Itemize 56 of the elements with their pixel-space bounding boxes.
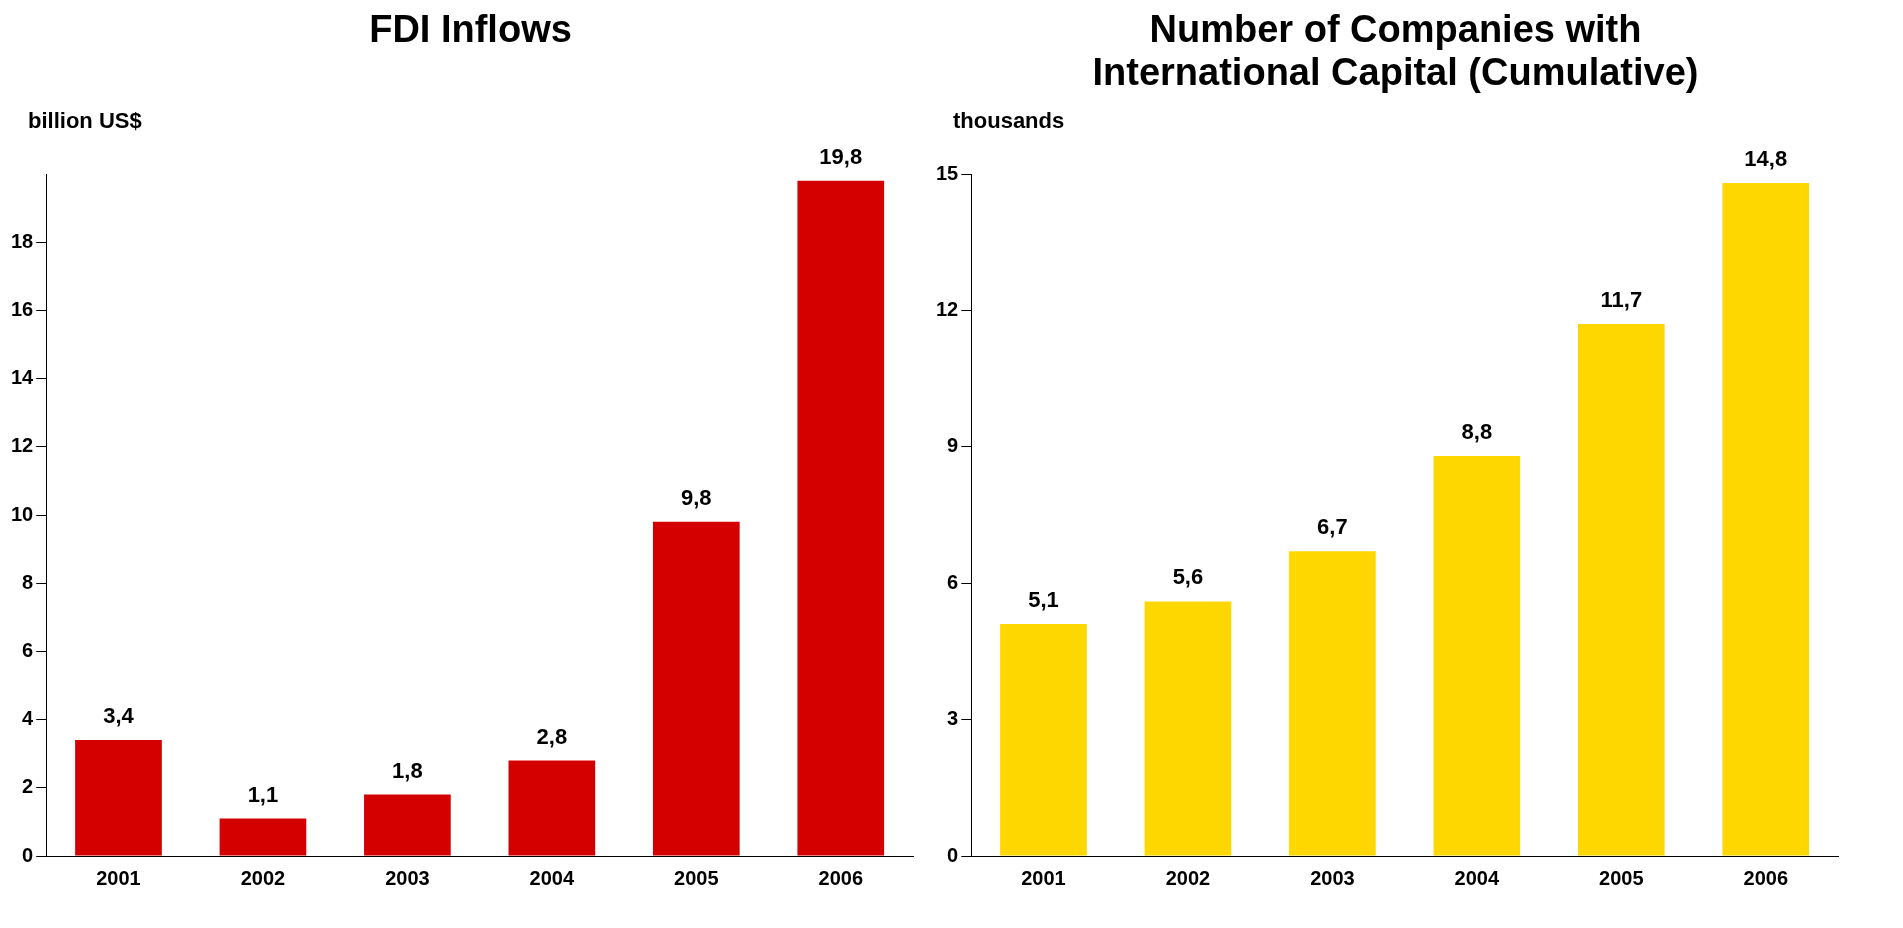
- bar: [364, 794, 451, 856]
- bar: [1577, 324, 1665, 856]
- bar: [797, 180, 885, 856]
- y-tick-label: 15: [936, 161, 959, 184]
- bar: [1289, 551, 1376, 856]
- bar: [652, 521, 740, 856]
- x-tick-label: 2002: [1165, 866, 1211, 889]
- y-tick-label: 10: [11, 502, 34, 525]
- x-tick-label: 2001: [96, 866, 141, 889]
- data-label: 14,8: [1744, 146, 1788, 172]
- data-label: 5,1: [1028, 587, 1059, 613]
- x-tick-label: 2006: [818, 866, 864, 889]
- data-label: 9,8: [681, 484, 712, 510]
- bar: [75, 740, 162, 856]
- x-tick-label: 2003: [1310, 866, 1355, 889]
- bar: [1144, 601, 1232, 856]
- data-label: 2,8: [536, 723, 568, 749]
- y-tick-label: 0: [22, 843, 34, 866]
- y-axis-title: billion US$: [27, 108, 143, 134]
- y-tick-label: 6: [947, 570, 959, 593]
- data-label: 8,8: [1461, 418, 1493, 444]
- chart-title: Number of Companies with International Capital (Cumulative): [1091, 8, 1700, 95]
- y-tick-label: 14: [11, 366, 35, 389]
- x-tick-label: 2006: [1743, 866, 1789, 889]
- x-tick-label: 2003: [385, 866, 430, 889]
- y-tick-label: 4: [22, 707, 35, 730]
- bar: [1433, 455, 1521, 856]
- y-tick-label: 6: [22, 638, 34, 661]
- x-tick-label: 2005: [674, 866, 719, 889]
- chart-title: FDI Inflows: [368, 8, 573, 52]
- data-label: 19,8: [819, 143, 863, 169]
- x-tick-label: 2005: [1599, 866, 1644, 889]
- bar: [1722, 183, 1810, 856]
- data-label: 5,6: [1172, 564, 1204, 590]
- x-tick-label: 2004: [1454, 866, 1500, 889]
- data-label: 1,8: [392, 757, 423, 783]
- y-tick-label: 18: [11, 229, 34, 252]
- x-tick-label: 2002: [240, 866, 286, 889]
- data-label: 3,4: [103, 703, 135, 729]
- x-tick-label: 2004: [529, 866, 575, 889]
- y-tick-label: 8: [22, 570, 34, 593]
- x-tick-label: 2001: [1021, 866, 1066, 889]
- y-tick-label: 16: [11, 297, 34, 320]
- y-axis-title: thousands: [952, 108, 1066, 134]
- data-label: 11,7: [1600, 287, 1643, 313]
- y-tick-label: 0: [947, 843, 959, 866]
- y-tick-label: 12: [936, 297, 959, 320]
- y-tick-label: 2: [22, 775, 34, 798]
- bar: [219, 818, 307, 856]
- data-label: 1,1: [247, 781, 279, 807]
- y-tick-label: 12: [11, 434, 34, 457]
- data-label: 6,7: [1317, 514, 1348, 540]
- bar: [508, 760, 596, 856]
- bar: [1000, 624, 1087, 856]
- y-tick-label: 3: [947, 707, 959, 730]
- y-tick-label: 9: [947, 434, 959, 457]
